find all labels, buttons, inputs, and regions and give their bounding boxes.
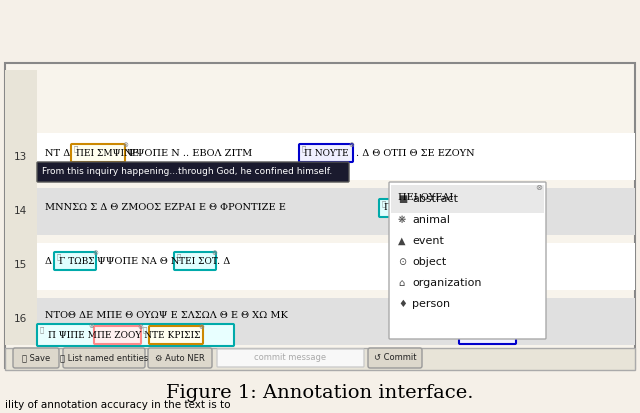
Bar: [35, 243, 635, 290]
Text: 13: 13: [13, 152, 27, 162]
Text: ♦: ♦: [398, 299, 407, 309]
Text: ΠΕΙ ΟΥΕΑΙ: ΠΕΙ ΟΥΕΑΙ: [398, 192, 453, 202]
Bar: [5, 348, 635, 370]
Text: 🔔: 🔔: [40, 327, 44, 333]
FancyBboxPatch shape: [37, 324, 234, 346]
Text: ⊗: ⊗: [348, 142, 354, 148]
FancyBboxPatch shape: [299, 144, 353, 162]
Text: ↺ Latest commit [2020-05-09, 22:03]:: ↺ Latest commit [2020-05-09, 22:03]:: [15, 361, 187, 370]
Text: ⊗: ⊗: [495, 250, 501, 256]
Text: 16: 16: [13, 314, 27, 324]
Text: . Δ: . Δ: [217, 256, 230, 266]
Text: ΠΑΡΑΚ: ΠΑΡΑΚ: [500, 256, 536, 266]
Text: ⊙: ⊙: [398, 257, 406, 267]
FancyBboxPatch shape: [5, 63, 635, 368]
Text: ⊗: ⊗: [92, 250, 98, 256]
Text: Figure 1: Annotation interface.: Figure 1: Annotation interface.: [166, 384, 474, 402]
Text: ΥΣΜΣΟΜ Ε ΤΩΣ: ΥΣΜΣΟΜ Ε ΤΩΣ: [445, 311, 529, 320]
Bar: [5, 70, 37, 345]
Text: 🔔: 🔔: [177, 254, 181, 260]
FancyBboxPatch shape: [149, 326, 203, 344]
Text: 14: 14: [13, 206, 27, 216]
Text: ΛΥΨΩ Ε Θ ΡΙΜΕ ΕΧΝ: ΛΥΨΩ Ε Θ ΡΙΜΕ ΕΧΝ: [435, 204, 543, 213]
Text: ΠΕΙ ΟΥΕΑΙ: ΠΕΙ ΟΥΕΑΙ: [384, 204, 435, 213]
Bar: [35, 298, 635, 345]
FancyBboxPatch shape: [37, 162, 349, 182]
Text: ΠΕ ΖΟΟΥ Ν: ΠΕ ΖΟΟΥ Ν: [97, 330, 152, 339]
FancyBboxPatch shape: [13, 348, 59, 368]
Text: ΝΨΣΕ: ΝΨΣΕ: [464, 256, 493, 266]
FancyBboxPatch shape: [459, 322, 516, 344]
Text: person: person: [412, 299, 450, 309]
Text: 💾 Save: 💾 Save: [22, 354, 50, 363]
Text: Added gold entities: Added gold entities: [148, 361, 239, 370]
Text: 🔔: 🔔: [57, 254, 61, 260]
Text: ility of annotation accuracy in the text is to: ility of annotation accuracy in the text…: [5, 400, 230, 410]
Text: ΨΨΟΠΕ Ν .. ΕΒΟΛ ΖΙΤΜ: ΨΨΟΠΕ Ν .. ΕΒΟΛ ΖΙΤΜ: [127, 149, 252, 157]
Text: Π ΨΙΠΕ Μ: Π ΨΙΠΕ Μ: [48, 330, 97, 339]
FancyBboxPatch shape: [368, 348, 422, 368]
FancyBboxPatch shape: [174, 252, 216, 270]
FancyBboxPatch shape: [94, 326, 141, 344]
Text: ⌂: ⌂: [398, 278, 404, 288]
FancyBboxPatch shape: [379, 199, 433, 217]
Text: . Δ Θ ΟΤΠ Θ ΣΕ ΕΖΟΥΝ: . Δ Θ ΟΤΠ Θ ΣΕ ΕΖΟΥΝ: [356, 149, 475, 157]
Text: commit message: commit message: [254, 354, 326, 363]
Text: ΜΝ: ΜΝ: [518, 330, 536, 339]
FancyBboxPatch shape: [63, 348, 145, 368]
Text: ⊗: ⊗: [198, 324, 204, 330]
Text: 🔔: 🔔: [74, 146, 78, 152]
Bar: [391, 185, 544, 213]
Text: ΠΕΙ ΣΜΨΙΝΕ: ΠΕΙ ΣΜΨΙΝΕ: [76, 149, 139, 157]
Text: ΨΨΟΠΕ ΝΑ Θ Ν: ΨΨΟΠΕ ΝΑ Θ Ν: [97, 256, 179, 266]
Text: ⚙ Auto NER: ⚙ Auto NER: [155, 354, 205, 363]
Text: object: object: [412, 257, 446, 267]
Text: ⊗: ⊗: [211, 250, 217, 256]
Text: ⊗: ⊗: [428, 197, 434, 203]
Text: 🔔: 🔔: [143, 327, 147, 333]
FancyBboxPatch shape: [71, 144, 125, 162]
Text: animal: animal: [412, 215, 450, 225]
Text: event: event: [412, 236, 444, 246]
FancyBboxPatch shape: [459, 252, 499, 270]
FancyBboxPatch shape: [54, 252, 96, 270]
FancyBboxPatch shape: [389, 182, 546, 339]
Text: ΝΤΟΘ ΔΕ ΜΠΕ Θ ΟΥΩΨ Ε ΣΛΣΩΛ Θ Ε Θ ΧΩ ΜΚ: ΝΤΟΘ ΔΕ ΜΠΕ Θ ΟΥΩΨ Ε ΣΛΣΩΛ Θ Ε Θ ΧΩ ΜΚ: [45, 311, 288, 320]
Text: ΜΝΝΣΩ Σ Δ Θ ΖΜΟΟΣ ΕΖΡΑΙ Ε Θ ΦΡΟΝΤΙΖΕ Ε: ΜΝΝΣΩ Σ Δ Θ ΖΜΟΟΣ ΕΖΡΑΙ Ε Θ ΦΡΟΝΤΙΖΕ Ε: [45, 204, 286, 213]
Text: 🔔: 🔔: [462, 254, 467, 260]
Bar: [35, 133, 635, 180]
Text: From this inquiry happening...through God, he confined himself.: From this inquiry happening...through Go…: [42, 168, 332, 176]
Text: ⊗: ⊗: [122, 142, 128, 148]
Text: ΔΙΣΤΟΣ: ΔΙΣΤΟΣ: [462, 330, 499, 339]
Text: ΤΕΙ ΣΟΤ: ΤΕΙ ΣΟΤ: [179, 256, 218, 266]
FancyBboxPatch shape: [217, 349, 364, 367]
Text: ▲: ▲: [398, 236, 406, 246]
Text: ⊗: ⊗: [137, 324, 143, 330]
Text: Δ: Δ: [45, 256, 52, 266]
Text: 🔔: 🔔: [302, 146, 307, 152]
Text: ⊗: ⊗: [510, 324, 516, 330]
Text: Γ ΤΩΒΣ: Γ ΤΩΒΣ: [59, 256, 95, 266]
Text: ΝΤ Δ: ΝΤ Δ: [45, 149, 70, 157]
Text: ↺ Commit: ↺ Commit: [374, 354, 416, 363]
Text: abstract: abstract: [412, 194, 458, 204]
Text: 🔔: 🔔: [382, 201, 387, 207]
Text: ■: ■: [398, 194, 407, 204]
Text: 15: 15: [13, 260, 27, 270]
Text: organization: organization: [412, 278, 481, 288]
Text: ⊗: ⊗: [535, 183, 542, 192]
FancyBboxPatch shape: [148, 348, 212, 368]
Text: 👤 List named entities: 👤 List named entities: [60, 354, 148, 363]
Text: Π ΝΟΥΤΕ: Π ΝΟΥΤΕ: [304, 149, 349, 157]
Text: ΤΕ ΚΡΙΣΙΣ: ΤΕ ΚΡΙΣΙΣ: [152, 330, 200, 339]
Bar: [35, 188, 635, 235]
Text: ❋: ❋: [398, 215, 406, 225]
Text: ⊗: ⊗: [88, 323, 94, 329]
